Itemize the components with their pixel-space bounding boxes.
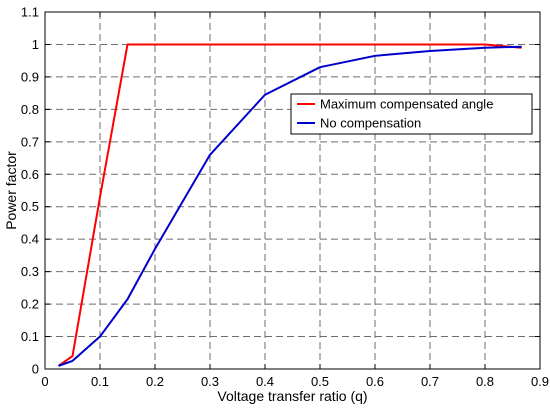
data-point-maximum-compensated-angle xyxy=(71,355,74,357)
plot-background xyxy=(45,12,540,369)
series-line-maximum-compensated-angle xyxy=(58,43,522,367)
data-point-maximum-compensated-angle xyxy=(319,43,321,46)
y-tick-label: 0.5 xyxy=(21,199,39,214)
data-point-maximum-compensated-angle xyxy=(126,43,129,46)
data-point-maximum-compensated-angle xyxy=(264,43,266,46)
data-point-no-compensation xyxy=(154,248,156,250)
y-tick-label: 0.8 xyxy=(21,102,39,117)
x-tick-label: 0.1 xyxy=(91,374,109,389)
x-tick-label: 0.6 xyxy=(366,374,384,389)
plot-frame xyxy=(44,11,541,370)
data-point-no-compensation xyxy=(58,365,60,367)
data-point-maximum-compensated-angle xyxy=(99,196,101,198)
data-point-maximum-compensated-angle xyxy=(374,43,376,46)
data-point-no-compensation xyxy=(520,46,522,48)
y-tick-label: 0.7 xyxy=(21,134,39,149)
x-tick-labels: 0 0.1 0.2 0.3 0.4 0.5 0.6 0.7 0.8 0.9 xyxy=(41,374,549,389)
data-point-maximum-compensated-angle xyxy=(484,43,486,46)
data-point-no-compensation xyxy=(71,360,74,362)
data-point-no-compensation xyxy=(126,298,129,300)
series-line-no-compensation xyxy=(58,45,522,367)
y-tick-label: 1 xyxy=(32,37,39,52)
legend: Maximum compensated angle No compensatio… xyxy=(290,93,533,135)
data-point-no-compensation xyxy=(319,66,321,68)
y-tick-label: 1.1 xyxy=(21,5,39,20)
data-point-no-compensation xyxy=(209,154,211,156)
legend-label-no-compensation: No compensation xyxy=(320,116,421,131)
series-layer xyxy=(58,43,522,367)
y-tick-label: 0.9 xyxy=(21,69,39,84)
x-tick-label: 0.3 xyxy=(201,374,219,389)
x-tick-label: 0.7 xyxy=(421,374,439,389)
x-tick-label: 0.2 xyxy=(146,374,164,389)
data-point-maximum-compensated-angle xyxy=(209,43,211,46)
data-point-no-compensation xyxy=(99,335,101,338)
data-point-no-compensation xyxy=(484,47,486,49)
axis-ticks xyxy=(44,11,541,370)
data-point-no-compensation xyxy=(374,55,376,57)
data-point-no-compensation xyxy=(264,94,266,96)
data-point-maximum-compensated-angle xyxy=(429,43,431,46)
data-point-maximum-compensated-angle xyxy=(154,43,156,46)
y-tick-label: 0.4 xyxy=(21,232,39,247)
data-point-no-compensation xyxy=(429,50,431,52)
x-axis-title: Voltage transfer ratio (q) xyxy=(217,388,367,404)
y-tick-label: 0.1 xyxy=(21,329,39,344)
y-tick-labels: 0 0.1 0.2 0.3 0.4 0.5 0.6 0.7 0.8 0.9 1 1.1 xyxy=(21,5,39,377)
x-tick-label: 0.4 xyxy=(256,374,274,389)
legend-box xyxy=(290,93,533,135)
y-tick-label: 0.2 xyxy=(21,297,39,312)
legend-label-maximum-compensated-angle: Maximum compensated angle xyxy=(320,97,493,112)
y-axis-title: Power factor xyxy=(3,151,19,230)
y-tick-label: 0.3 xyxy=(21,264,39,279)
x-tick-label: 0.9 xyxy=(531,374,549,389)
x-tick-label: 0.8 xyxy=(476,374,494,389)
y-tick-label: 0 xyxy=(32,362,39,377)
y-tick-label: 0.6 xyxy=(21,167,39,182)
x-tick-label: 0 xyxy=(41,374,48,389)
x-tick-label: 0.5 xyxy=(311,374,329,389)
